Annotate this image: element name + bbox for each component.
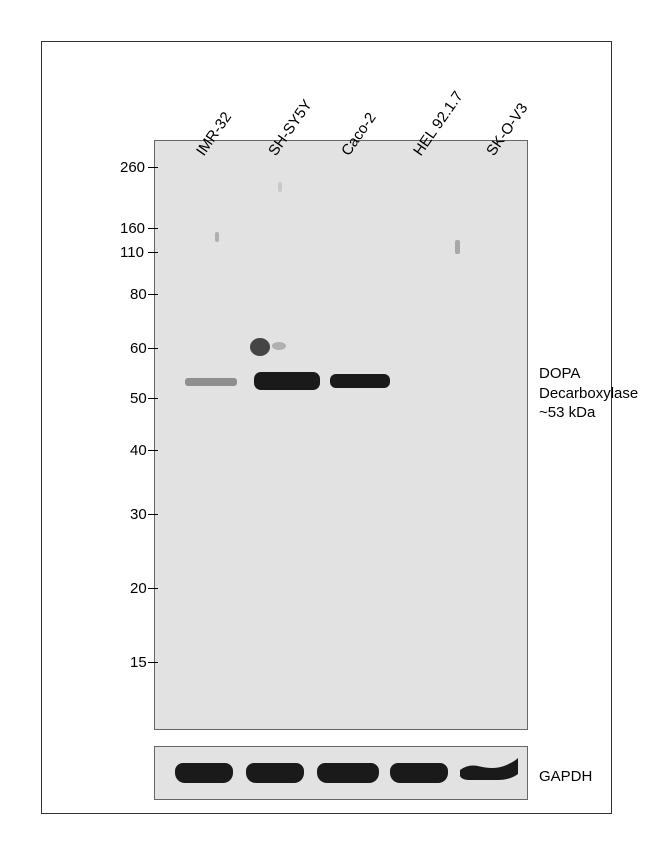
loading-control-label: GAPDH: [539, 767, 592, 787]
target-label: DOPA Decarboxylase ~53 kDa: [539, 364, 638, 423]
mw-label: 80: [130, 286, 147, 303]
gapdh-band: [317, 763, 379, 783]
gapdh-band: [390, 763, 448, 783]
mw-tick: [148, 252, 158, 253]
artifact-dot: [278, 182, 282, 192]
mw-label: 260: [120, 159, 145, 176]
band-imr32: [185, 378, 237, 386]
gapdh-band: [246, 763, 304, 783]
mw-tick: [148, 398, 158, 399]
artifact-blob: [250, 338, 270, 356]
mw-tick: [148, 348, 158, 349]
mw-tick: [148, 514, 158, 515]
mw-label: 110: [120, 244, 144, 261]
main-blot-membrane: [154, 140, 528, 730]
mw-tick: [148, 167, 158, 168]
target-label-line: DOPA: [539, 365, 580, 382]
artifact-blob: [272, 342, 286, 350]
target-label-line: Decarboxylase: [539, 385, 638, 402]
artifact-dot: [455, 240, 460, 254]
mw-label: 30: [130, 506, 147, 523]
gapdh-band-curled: [458, 756, 520, 786]
mw-tick: [148, 228, 158, 229]
mw-label: 50: [130, 390, 147, 407]
mw-tick: [148, 294, 158, 295]
band-caco2: [330, 374, 390, 388]
mw-label: 40: [130, 442, 147, 459]
mw-label: 15: [130, 654, 147, 671]
target-label-line: ~53 kDa: [539, 404, 595, 421]
figure-frame: IMR-32 SH-SY5Y Caco-2 HEL 92.1.7 SK-O-V3…: [41, 41, 612, 814]
mw-label: 160: [120, 220, 145, 237]
gapdh-band: [175, 763, 233, 783]
band-shsy5y: [254, 372, 320, 390]
mw-tick: [148, 662, 158, 663]
artifact-dot: [215, 232, 219, 242]
mw-label: 20: [130, 580, 147, 597]
mw-label: 60: [130, 340, 147, 357]
mw-tick: [148, 450, 158, 451]
mw-tick: [148, 588, 158, 589]
